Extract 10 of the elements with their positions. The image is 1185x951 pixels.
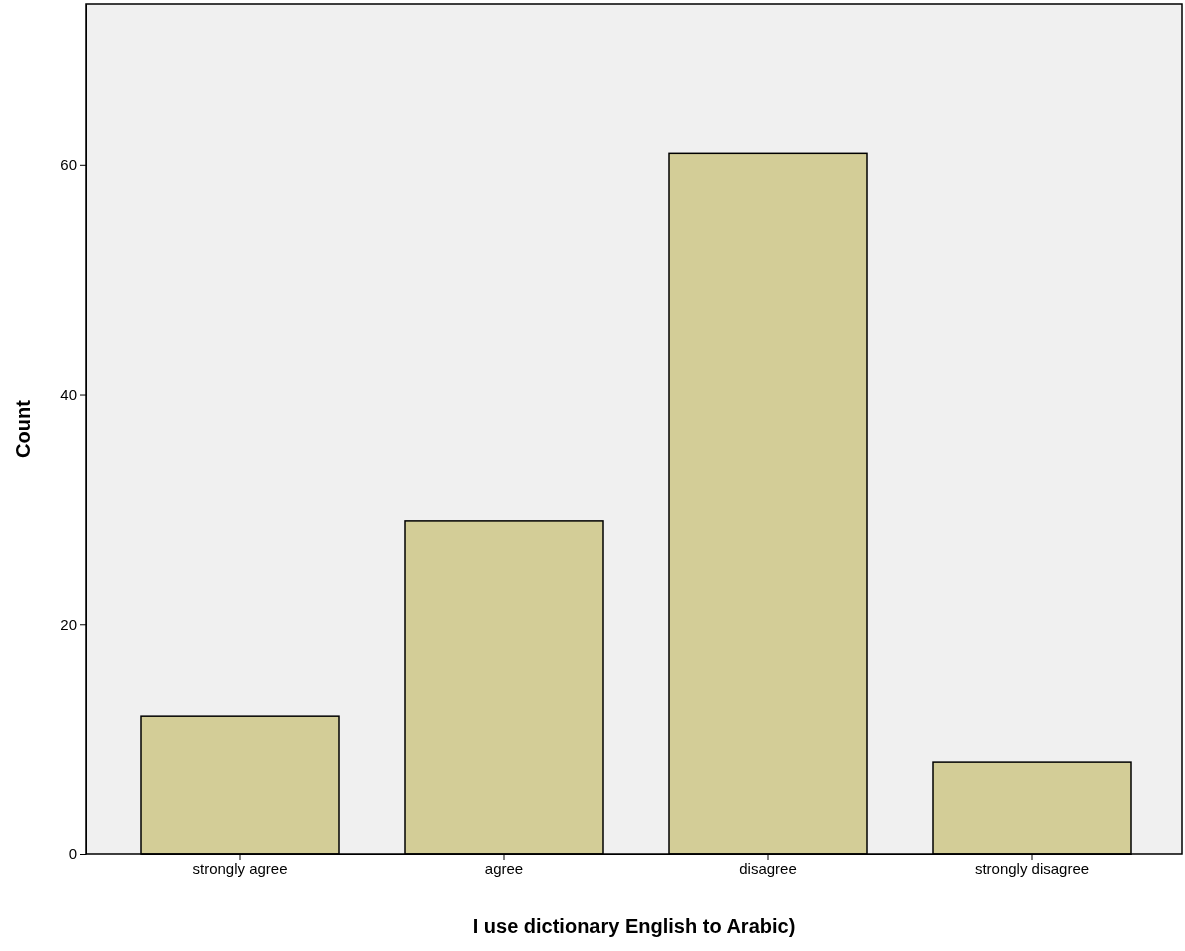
y-tick-label: 0 — [68, 845, 77, 863]
y-axis-title: Count — [12, 399, 34, 458]
y-tick-label: 40 — [60, 385, 77, 403]
x-tick-label: strongly disagree — [974, 859, 1090, 877]
x-tick-label: disagree — [739, 859, 797, 877]
y-tick-label: 60 — [60, 156, 77, 174]
x-tick-label: strongly agree — [192, 859, 288, 877]
y-tick-label: 20 — [60, 615, 77, 633]
x-axis-title: I use dictionary English to Arabic) — [472, 915, 796, 937]
x-tick-label: agree — [484, 859, 524, 877]
